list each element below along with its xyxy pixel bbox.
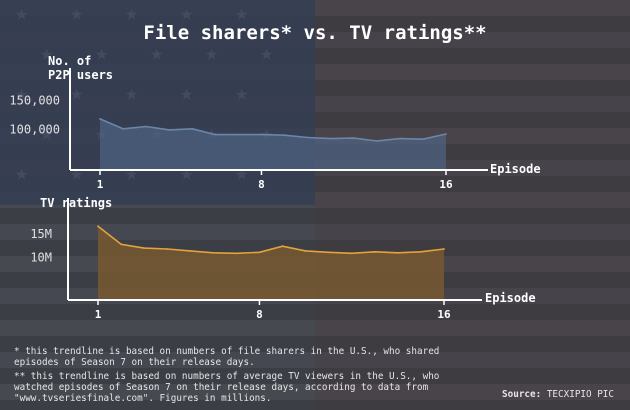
ratings-line — [97, 225, 445, 255]
ratings-area — [98, 226, 444, 300]
svg-text:★: ★ — [125, 1, 138, 26]
svg-text:★: ★ — [235, 81, 248, 106]
ratings-point — [327, 251, 330, 254]
ratings-point — [97, 225, 99, 228]
sharers-point — [145, 125, 148, 128]
svg-text:★: ★ — [15, 1, 28, 26]
sharers-point — [283, 134, 286, 137]
top-ylabel: No. of P2P users — [48, 54, 113, 82]
svg-text:★: ★ — [40, 41, 53, 66]
svg-text:★: ★ — [15, 81, 28, 106]
ratings-point — [373, 250, 376, 253]
ratings-x-tick-label: 8 — [256, 308, 263, 321]
sharers-point — [352, 137, 355, 140]
source-credit: Source: TECXIPIO PIC — [502, 389, 614, 400]
sharers-x-tick-label: 16 — [439, 178, 453, 191]
sharers-x-tick-label: 1 — [97, 178, 104, 191]
sharers-line — [99, 118, 447, 142]
sharers-x-tick-label: 8 — [258, 178, 265, 191]
sharers-point — [260, 133, 263, 136]
bottom-ylabel: TV ratings — [40, 196, 113, 210]
ratings-y-tick-label: 10M — [30, 251, 52, 265]
svg-text:★: ★ — [95, 41, 108, 66]
sharers-point — [445, 133, 447, 135]
svg-text:★: ★ — [70, 161, 83, 186]
sharers-point — [329, 137, 332, 140]
sharers-point — [422, 138, 424, 141]
ratings-x-tick-label: 16 — [437, 308, 451, 321]
sharers-y-tick-label: 100,000 — [9, 122, 60, 136]
sharers-area — [100, 118, 446, 170]
ratings-point — [420, 250, 422, 253]
svg-text:★: ★ — [205, 41, 218, 66]
footnote-2: ** this trendline is based on numbers of… — [14, 371, 440, 404]
chart-title: File sharers* vs. TV ratings** — [143, 22, 487, 44]
svg-text:★: ★ — [125, 81, 138, 106]
ratings-point — [189, 250, 192, 252]
sharers-point — [399, 137, 401, 140]
sharers-x-axis-title: Episode — [490, 162, 541, 176]
sharers-point — [168, 129, 171, 131]
top-ylabel-line1: No. of — [48, 54, 92, 68]
svg-text:★: ★ — [180, 81, 193, 106]
ratings-x-axis-title: Episode — [485, 291, 536, 305]
ratings-point — [166, 248, 169, 250]
ratings-point — [304, 250, 307, 252]
ratings-point — [443, 248, 445, 250]
ratings-point — [212, 251, 215, 254]
ratings-point — [397, 251, 399, 254]
source-value: TECXIPIO PIC — [546, 389, 614, 400]
svg-text:★: ★ — [180, 1, 193, 26]
ratings-point — [120, 243, 122, 246]
sharers-point — [237, 133, 240, 136]
svg-text:★: ★ — [70, 1, 83, 26]
sharers-point — [191, 127, 194, 130]
svg-text:★: ★ — [70, 81, 83, 106]
svg-text:★: ★ — [235, 1, 248, 26]
footnote-1: * this trendline is based on numbers of … — [14, 346, 440, 368]
sharers-point — [375, 140, 378, 142]
ratings-point — [143, 247, 146, 250]
sharers-point — [122, 127, 124, 130]
svg-text:★: ★ — [260, 41, 273, 66]
ratings-y-tick-label: 15M — [30, 227, 52, 241]
ratings-point — [350, 252, 353, 255]
ratings-point — [235, 252, 238, 255]
sharers-point — [214, 133, 217, 136]
ratings-point — [281, 245, 284, 248]
svg-text:★: ★ — [15, 161, 28, 186]
ratings-x-tick-label: 1 — [95, 308, 102, 321]
ratings-point — [258, 251, 261, 254]
top-ylabel-line2: P2P users — [48, 68, 114, 82]
sharers-y-tick-label: 150,000 — [9, 93, 60, 107]
svg-text:★: ★ — [40, 121, 53, 146]
source-label: Source: — [502, 389, 542, 400]
sharers-point — [99, 118, 101, 120]
sharers-point — [306, 136, 309, 139]
svg-text:★: ★ — [150, 41, 163, 66]
